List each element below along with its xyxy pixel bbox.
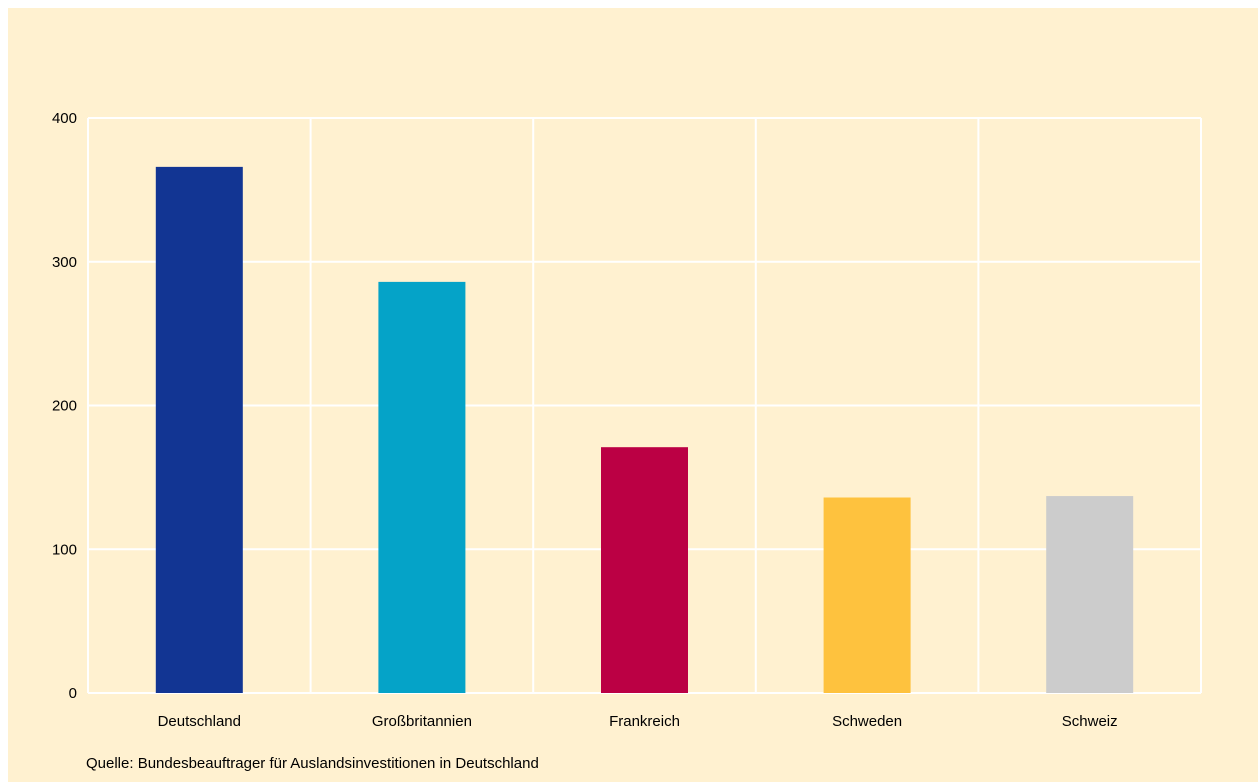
- bar-schweiz: [1046, 496, 1134, 693]
- y-tick-label-100: 100: [52, 541, 77, 558]
- x-tick-label-3: Schweden: [832, 713, 902, 730]
- y-tick-label-300: 300: [52, 254, 77, 271]
- y-tick-label-200: 200: [52, 398, 77, 415]
- bars: [155, 166, 1134, 693]
- x-tick-label-1: Großbritannien: [372, 713, 472, 730]
- y-tick-label-400: 400: [52, 110, 77, 127]
- bar-frankreich: [601, 447, 688, 693]
- source-note: Quelle: Bundesbeauftrager für Auslandsin…: [86, 755, 539, 772]
- x-tick-label-4: Schweiz: [1062, 713, 1118, 730]
- bar-deutschland: [155, 166, 243, 693]
- bar-großbritannien: [378, 281, 466, 693]
- y-tick-label-0: 0: [69, 685, 77, 702]
- x-axis-ticks: Deutschland Großbritannien Frankreich Schwe…: [158, 713, 1118, 730]
- bar-schweden: [823, 497, 911, 693]
- y-axis-ticks: 0 100 200 300 400: [52, 110, 77, 702]
- x-tick-label-0: Deutschland: [158, 713, 241, 730]
- x-tick-label-2: Frankreich: [609, 713, 680, 730]
